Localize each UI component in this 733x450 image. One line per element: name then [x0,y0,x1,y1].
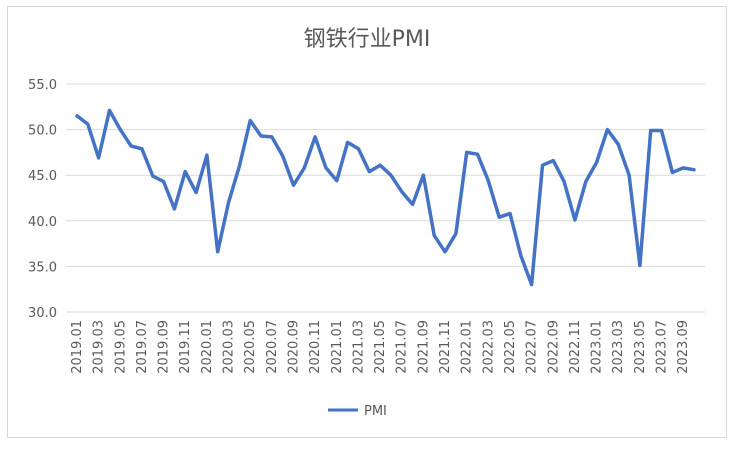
y-tick-label: 55.0 [28,78,57,93]
legend: PMI [328,404,387,419]
x-tick-label: 2023.09 [676,320,691,374]
x-tick-label: 2019.09 [157,320,172,374]
x-axis-ticks: 2019.01 2019.03 2019.05 2019.07 2019.09 2019.… [70,320,691,374]
x-tick-label: 2023.03 [611,320,626,374]
y-axis-ticks: 55.0 50.0 45.0 40.0 35.0 30.0 [28,78,57,321]
x-tick-label: 2022.01 [460,320,475,374]
x-tick-label: 2022.05 [503,320,518,374]
chart-title: 钢铁行业PMI [304,27,431,52]
x-tick-label: 2019.01 [70,320,85,374]
x-tick-label: 2021.11 [438,320,453,374]
y-tick-label: 45.0 [28,169,57,184]
y-tick-label: 40.0 [28,215,57,230]
x-tick-label: 2020.01 [200,320,215,374]
x-tick-label: 2023.05 [633,320,648,374]
x-tick-label: 2020.11 [308,320,323,374]
x-tick-label: 2023.01 [590,320,605,374]
y-tick-label: 35.0 [28,260,57,275]
x-tick-label: 2021.07 [395,320,410,374]
x-tick-label: 2022.07 [525,320,540,374]
x-tick-label: 2022.11 [568,320,583,374]
x-tick-label: 2021.03 [351,320,366,374]
x-tick-label: 2022.09 [546,320,561,374]
x-tick-label: 2021.05 [373,320,388,374]
y-tick-label: 50.0 [28,124,57,139]
x-tick-label: 2020.09 [286,320,301,374]
x-tick-label: 2019.05 [113,320,128,374]
x-tick-label: 2021.09 [416,320,431,374]
chart-frame [7,6,727,438]
x-tick-label: 2020.05 [243,320,258,374]
x-tick-label: 2020.03 [222,320,237,374]
y-tick-label: 30.0 [28,306,57,321]
x-tick-label: 2019.03 [92,320,107,374]
x-tick-label: 2019.07 [135,320,150,374]
x-tick-label: 2021.01 [330,320,345,374]
legend-label-pmi: PMI [364,404,387,419]
x-tick-label: 2020.07 [265,320,280,374]
gridlines [66,83,705,313]
x-tick-label: 2022.03 [481,320,496,374]
x-tick-label: 2023.07 [655,320,670,374]
x-tick-label: 2019.11 [178,320,193,374]
series-line-pmi [75,108,696,287]
series-group [75,108,696,287]
